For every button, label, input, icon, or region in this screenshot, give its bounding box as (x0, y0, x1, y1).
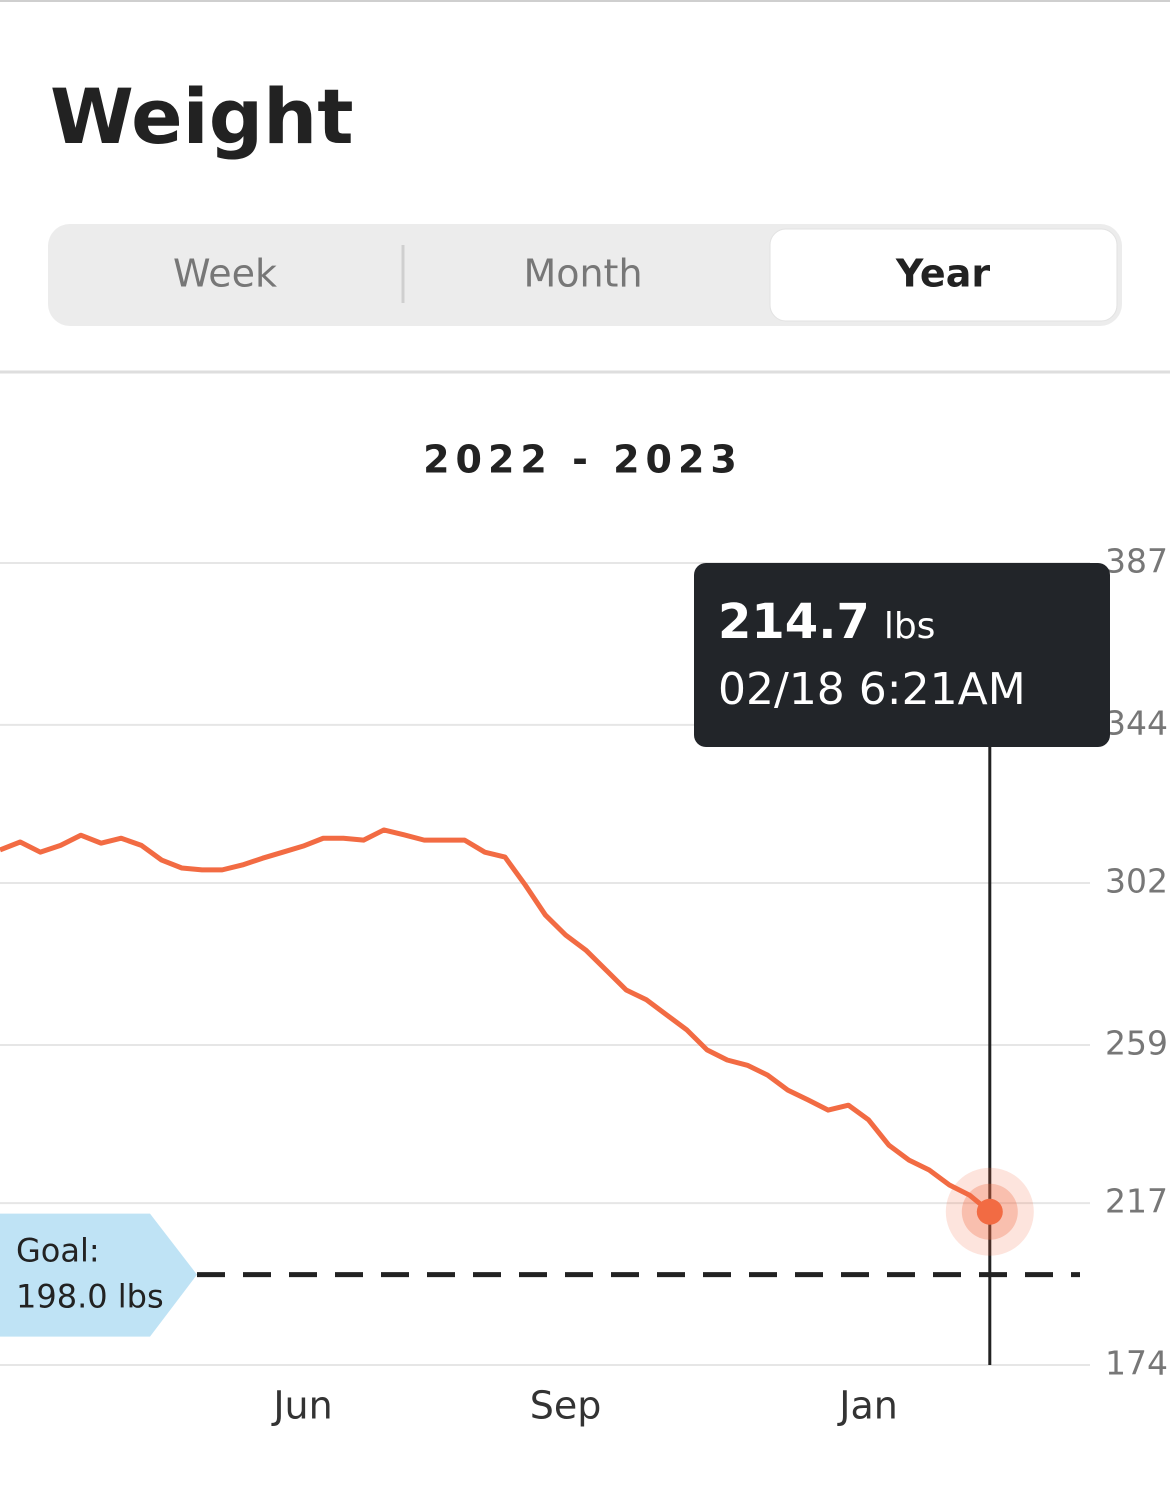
tooltip-bg (694, 563, 1110, 747)
tooltip-date: 02/18 6:21AM (718, 664, 1026, 715)
x-tick-label: Sep (530, 1384, 602, 1428)
x-tick-label: Jun (271, 1384, 332, 1428)
plot: 174 217 259 302 344 387 Jun Sep Jan Goal: 198.0 lb… (0, 542, 1168, 1428)
y-tick-label: 344 (1105, 703, 1168, 742)
tooltip-unit: lbs (884, 606, 936, 647)
goal-label: Goal: (16, 1232, 100, 1270)
tabs: Week Month Year (173, 228, 1118, 322)
tab[interactable]: Year (895, 252, 990, 296)
tab-selected-bg[interactable] (769, 228, 1118, 322)
y-tick-label: 302 (1105, 862, 1168, 901)
weight-line (0, 827, 992, 1214)
goal-badge (0, 1213, 197, 1337)
tab[interactable]: Week (173, 252, 277, 296)
tooltip-value: 214.7 (718, 594, 870, 650)
y-tick-label: 174 (1105, 1344, 1168, 1383)
y-tick-label: 217 (1105, 1182, 1168, 1221)
y-tick-label: 387 (1105, 542, 1168, 581)
chart-subtitle: 2022 - 2023 (423, 438, 743, 482)
goal-value: 198.0 lbs (16, 1278, 164, 1316)
y-tick-label: 259 (1105, 1023, 1168, 1062)
selected-point (976, 1198, 1003, 1225)
x-tick-label: Jan (837, 1384, 898, 1428)
tab[interactable]: Month (523, 252, 642, 296)
page-title: Weight (50, 72, 354, 161)
